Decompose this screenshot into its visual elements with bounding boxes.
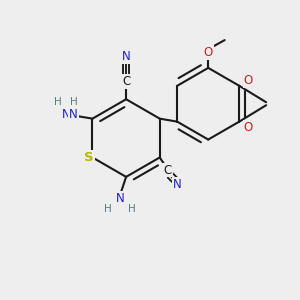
Text: N: N <box>69 108 78 121</box>
Text: O: O <box>244 121 253 134</box>
Text: H: H <box>104 204 112 214</box>
Text: N: N <box>116 192 124 205</box>
Text: H: H <box>54 97 62 107</box>
Text: H: H <box>70 97 78 107</box>
Text: H: H <box>128 204 136 214</box>
Text: O: O <box>204 46 213 59</box>
Text: S: S <box>84 151 94 164</box>
Text: C: C <box>122 75 130 88</box>
Text: H: H <box>53 98 61 108</box>
Text: N: N <box>173 178 182 191</box>
Text: N: N <box>72 102 73 103</box>
Text: O: O <box>244 74 253 87</box>
Text: N: N <box>122 50 130 63</box>
Text: N: N <box>62 108 71 121</box>
Text: C: C <box>164 164 172 176</box>
